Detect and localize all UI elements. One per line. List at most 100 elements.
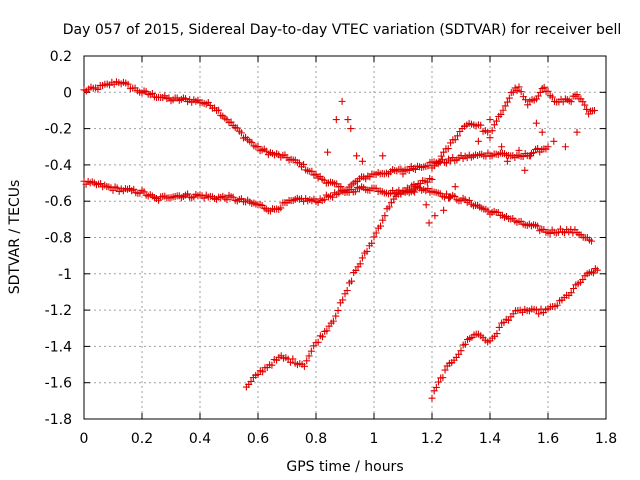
- data-point: [379, 152, 387, 160]
- data-point: [405, 166, 413, 174]
- y-tick-label: 0: [63, 85, 72, 101]
- data-point: [540, 83, 548, 91]
- data-point: [588, 237, 595, 245]
- x-tick-label: 0: [80, 431, 89, 447]
- data-point: [567, 289, 575, 297]
- data-point: [493, 117, 501, 125]
- data-point: [451, 183, 459, 191]
- data-point: [372, 229, 380, 237]
- data-point: [550, 137, 558, 145]
- x-tick-label: 0.8: [305, 431, 327, 447]
- y-tick-label: -0.2: [45, 122, 72, 138]
- data-point: [368, 239, 376, 247]
- data-point: [94, 85, 102, 93]
- y-axis-label: SDTVAR / TECUs: [7, 180, 23, 295]
- data-point: [497, 110, 505, 118]
- data-point: [277, 204, 285, 212]
- data-point: [548, 93, 556, 101]
- data-point: [486, 116, 494, 124]
- data-point: [312, 170, 320, 178]
- data-point: [493, 330, 501, 338]
- x-tick-label: 1: [370, 431, 379, 447]
- data-point: [465, 196, 473, 204]
- data-point: [495, 323, 503, 331]
- data-point: [505, 316, 513, 324]
- data-point: [305, 352, 313, 360]
- y-tick-label: -1.8: [45, 412, 72, 428]
- data-point: [544, 143, 552, 151]
- y-tick-label: -1.6: [45, 376, 72, 392]
- data-point: [570, 285, 578, 292]
- data-point: [370, 233, 378, 241]
- data-point: [573, 91, 581, 99]
- data-point: [424, 185, 432, 193]
- data-point: [124, 80, 132, 88]
- data-points: [80, 78, 601, 402]
- x-tick-label: 1.4: [479, 431, 501, 447]
- data-point: [445, 194, 453, 202]
- data-point: [440, 206, 448, 214]
- data-point: [353, 152, 361, 160]
- data-point: [451, 136, 459, 144]
- data-point: [488, 127, 496, 135]
- data-point: [561, 143, 569, 151]
- data-point: [314, 338, 322, 346]
- data-point: [247, 377, 255, 385]
- data-point: [532, 306, 540, 314]
- data-point: [259, 368, 267, 376]
- data-point: [513, 86, 521, 94]
- data-point: [351, 188, 359, 196]
- data-point: [334, 307, 342, 315]
- data-point: [544, 87, 552, 95]
- y-tick-label: -0.8: [45, 231, 72, 247]
- data-point: [536, 88, 544, 96]
- x-tick-label: 0.6: [247, 431, 269, 447]
- data-point: [348, 277, 356, 285]
- data-point: [308, 167, 316, 175]
- data-point: [522, 96, 530, 104]
- x-tick-label: 0.2: [131, 431, 153, 447]
- data-point: [517, 88, 525, 96]
- data-point: [435, 378, 443, 386]
- data-point: [521, 166, 529, 174]
- data-point: [509, 88, 517, 96]
- data-point: [320, 196, 328, 204]
- data-point: [455, 350, 463, 358]
- data-point: [344, 116, 352, 124]
- data-point: [379, 216, 387, 224]
- data-point: [503, 98, 511, 106]
- data-point: [477, 121, 485, 129]
- data-point: [428, 175, 436, 183]
- data-point: [422, 201, 430, 209]
- data-point: [435, 157, 443, 165]
- y-tick-label: -0.6: [45, 194, 72, 210]
- data-point: [237, 129, 245, 137]
- data-point: [535, 310, 543, 318]
- data-point: [573, 128, 581, 136]
- data-point: [538, 128, 546, 136]
- data-point: [215, 106, 223, 114]
- data-point: [443, 159, 450, 167]
- data-point: [113, 184, 121, 192]
- data-point: [377, 222, 385, 230]
- data-point: [589, 269, 597, 277]
- data-point: [329, 317, 337, 325]
- data-point: [593, 266, 601, 274]
- data-point: [498, 143, 506, 151]
- data-point: [356, 260, 364, 268]
- chart-title: Day 057 of 2015, Sidereal Day-to-day VTE…: [63, 22, 622, 38]
- data-point: [381, 212, 389, 220]
- data-point: [534, 222, 542, 230]
- data-point: [532, 119, 540, 127]
- data-point: [581, 101, 589, 109]
- data-point: [387, 199, 395, 207]
- data-point: [254, 370, 262, 378]
- y-tick-label: 0.2: [50, 49, 72, 65]
- y-tick-label: -0.4: [45, 158, 72, 174]
- data-point: [527, 152, 535, 160]
- data-point: [505, 94, 513, 102]
- data-point: [363, 247, 371, 255]
- data-point: [503, 157, 511, 165]
- data-point: [352, 266, 360, 274]
